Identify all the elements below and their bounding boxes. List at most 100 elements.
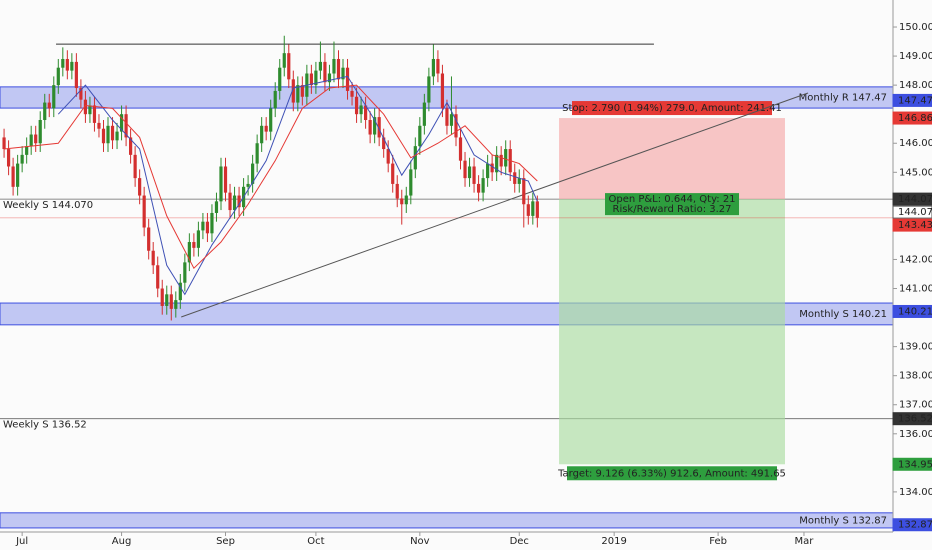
y-tick-label: 145.000 [899, 167, 932, 178]
candle-body [129, 137, 133, 155]
candle-body [345, 67, 350, 91]
candle-body [368, 119, 372, 135]
x-tick-label: Sep [216, 536, 235, 547]
candle-body [409, 169, 413, 196]
candle-body [29, 134, 33, 147]
candle-body [391, 163, 395, 184]
rr-label: Risk/Reward Ratio: 3.27 [613, 204, 732, 215]
candle-body [499, 154, 503, 167]
candle-body [440, 73, 445, 109]
stop-zone [559, 118, 785, 200]
price-tag [892, 111, 932, 125]
y-tick-label: 134.000 [899, 487, 932, 498]
candle-body [219, 166, 223, 202]
moving-average [57, 75, 538, 296]
stop-label: Stop: 2.790 (1.94%) 279.0, Amount: 241.4… [562, 103, 782, 114]
candle-body [481, 178, 485, 193]
y-tick-label: 150.000 [899, 22, 932, 33]
candle-body [373, 117, 377, 135]
pnl-label-bg [605, 193, 740, 216]
candle-body [25, 146, 29, 155]
candle-body [61, 58, 65, 68]
candle-body [395, 183, 399, 199]
zone [0, 512, 894, 529]
candle-body [237, 195, 241, 208]
price-tag-label: 143.433 [898, 220, 932, 231]
y-tick-label: 137.000 [899, 400, 932, 411]
candle-body [436, 58, 440, 74]
candle-body [124, 114, 128, 138]
zone-label: Monthly R 147.47 [799, 92, 887, 103]
candle-body [187, 242, 191, 263]
candle-body [495, 154, 499, 173]
price-tag-label: 144.070 [898, 207, 932, 218]
candle-body [314, 70, 318, 86]
candle-body [454, 114, 458, 138]
candle-body [178, 282, 182, 301]
candle-body [232, 195, 237, 211]
candle-body [264, 125, 268, 132]
candle-body [223, 166, 228, 193]
candle-body [278, 67, 282, 91]
candle-body [386, 149, 390, 164]
candle-body [291, 79, 295, 103]
candle-body [427, 76, 431, 103]
price-tag-label: 147.474 [898, 95, 932, 106]
candle-body [332, 58, 336, 74]
candle-body [251, 163, 255, 184]
candle-body [47, 102, 51, 109]
target-zone [559, 199, 785, 465]
candle-body [350, 90, 354, 97]
candle-body [364, 105, 368, 120]
candle-body [52, 85, 56, 109]
candle-body [359, 105, 363, 115]
price-tag [892, 205, 932, 219]
y-tick-label: 139.000 [899, 342, 932, 353]
price-tag-label: 146.867 [898, 113, 932, 124]
candle-body [300, 85, 304, 97]
candle-body [133, 154, 137, 179]
price-tag [892, 93, 932, 107]
candle-body [214, 201, 219, 213]
candle-body [56, 67, 60, 86]
drawn-line [181, 92, 809, 318]
candle-body [65, 58, 69, 71]
price-tag [892, 218, 932, 232]
candle-body [287, 53, 291, 80]
candle-body [467, 166, 472, 179]
candle-body [458, 137, 463, 161]
candle-body [336, 58, 341, 80]
target-label-bg [567, 466, 778, 481]
candle-body [517, 178, 521, 184]
candle-body [296, 85, 300, 103]
zone-label: Monthly S 140.21 [799, 309, 887, 320]
candle-body [151, 250, 155, 266]
y-tick-label: 148.000 [899, 80, 932, 91]
y-tick-label: 146.000 [899, 138, 932, 149]
candle-body [70, 61, 74, 71]
candle-body [16, 163, 20, 187]
candle-body [165, 294, 169, 306]
x-tick-label: Dec [510, 536, 529, 547]
candle-body [354, 96, 359, 115]
candle-body [449, 114, 454, 126]
candle-body [196, 230, 200, 248]
candle-body [83, 99, 88, 115]
candle-body [210, 212, 214, 234]
candle-body [142, 195, 146, 228]
candle-body [269, 108, 273, 132]
candle-body [341, 67, 345, 80]
candle-body [110, 125, 115, 141]
candle-body [201, 221, 205, 231]
candle-body [531, 201, 535, 216]
candle-body [2, 137, 6, 150]
candle-body [74, 61, 78, 89]
moving-average [4, 84, 538, 270]
zone-label: Monthly S 132.87 [799, 515, 887, 526]
price-tag [892, 457, 932, 471]
x-tick-label: Mar [795, 536, 815, 547]
candle-body [38, 119, 42, 144]
candle-body [34, 134, 38, 144]
level-label: Weekly S 144.070 [3, 200, 93, 211]
